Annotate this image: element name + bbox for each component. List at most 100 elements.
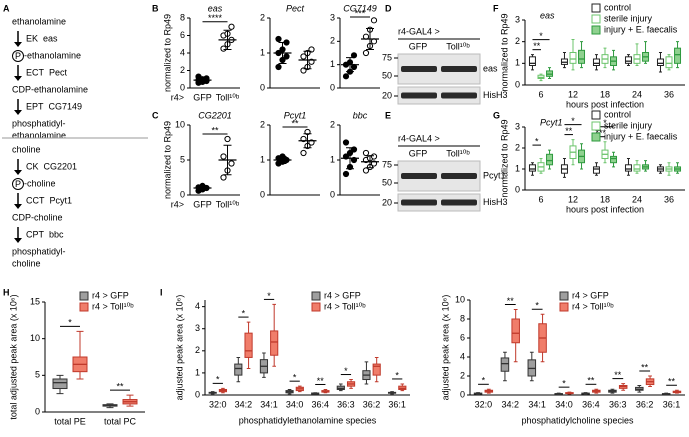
y-tick-label: 2 (260, 119, 265, 129)
significance: * (562, 379, 566, 389)
x-prefix: r4> (171, 199, 184, 209)
whisker (626, 54, 630, 66)
sd-bar (366, 155, 374, 169)
box (528, 56, 536, 66)
mw-marker: 50 (382, 177, 392, 187)
enzyme: ECT (26, 67, 45, 77)
box (528, 164, 536, 172)
box (656, 58, 664, 66)
whisker (530, 54, 534, 71)
whisker (221, 387, 225, 394)
sd-bar (223, 29, 232, 50)
y-tick-label: 0 (260, 82, 265, 92)
significance: * (293, 373, 297, 383)
whisker (621, 383, 626, 391)
subplot-title: Pcyt1 (284, 110, 307, 120)
legend-swatch (559, 291, 569, 301)
chart-title: Pcyt1 (540, 117, 563, 127)
legend-label: injury + E. faecalis (604, 24, 678, 34)
y-tick-label: 2 (260, 12, 265, 22)
y-tick-label: 6 (180, 30, 185, 40)
whisker (548, 149, 552, 170)
whisker (298, 385, 302, 393)
panel-letter: H (3, 287, 10, 297)
subplot-title: Pect (286, 3, 305, 13)
arrow-head (14, 170, 22, 175)
y-tick-label: 1 (330, 59, 335, 69)
y-tick-label: 2 (330, 119, 335, 129)
blot-band (441, 173, 477, 179)
mw-marker: 75 (382, 159, 392, 169)
band-label: HisH3 (483, 90, 508, 100)
significance: ** (211, 125, 219, 135)
gene: Pcyt1 (50, 195, 73, 205)
metabolite: choline (12, 258, 41, 268)
significance: * (395, 370, 399, 380)
box (234, 363, 243, 376)
whisker (667, 54, 671, 71)
subplot-title: CG7149 (343, 3, 377, 13)
x-tick-label: total PE (54, 416, 86, 426)
lane-label: GFP (409, 148, 428, 158)
whisker (626, 158, 630, 176)
legend-label: r4 > Toll¹⁰ᵇ (572, 301, 614, 311)
legend-swatch (591, 3, 601, 13)
x-tick-label: 36:3 (609, 399, 627, 409)
metabolite: -ethanolamine (24, 50, 81, 60)
whisker (644, 41, 648, 64)
blot-header: r4-GAL4 > (398, 26, 440, 36)
metabolite: choline (12, 144, 41, 154)
box (52, 378, 68, 390)
x-tick-label: 18 (600, 194, 610, 204)
x-tick-label: 34:0 (286, 399, 304, 409)
data-point (362, 49, 370, 57)
x-tick-label: 36 (664, 89, 674, 99)
x-tick-label: 24 (632, 89, 642, 99)
significance: * (344, 366, 348, 376)
data-point (275, 35, 282, 43)
box (546, 153, 554, 166)
data-point (362, 149, 370, 157)
y-tick-label: 0 (330, 189, 335, 199)
y-tick-label: 2 (180, 65, 185, 75)
legend-swatch (311, 291, 321, 301)
legend-label: r4 > GFP (324, 290, 361, 300)
whisker (540, 313, 545, 363)
metabolite: ethanolamine (12, 130, 66, 140)
legend-label: injury + E. faecalis (604, 131, 678, 141)
metabolite: ethanolamine (12, 16, 66, 26)
y-tick-label: 1 (515, 163, 520, 173)
y-tick-label: 3 (515, 121, 520, 131)
panel-letter: A (3, 3, 10, 13)
panel-letter: B (152, 3, 159, 13)
blot-band (401, 66, 437, 72)
y-axis-label: normalized to Rp49 (162, 14, 172, 92)
gene: eas (43, 33, 58, 43)
significance: * (571, 116, 575, 126)
arrow-head (14, 110, 22, 115)
gene: bbc (49, 229, 64, 239)
y-tick-label: 1 (330, 154, 335, 164)
x-tick-label: 34:2 (235, 399, 253, 409)
whisker (374, 356, 379, 383)
band-label: eas (483, 63, 498, 73)
subplot-title: bbc (353, 110, 368, 120)
whisker (503, 351, 507, 382)
significance: ** (317, 376, 325, 386)
legend-swatch (311, 302, 321, 312)
legend-label: r4 > Toll¹⁰ᵇ (92, 301, 134, 311)
x-tick-label: Toll¹⁰ᵇ (216, 92, 240, 102)
significance: * (267, 291, 271, 301)
blot-band (441, 199, 477, 206)
x-tick-label: 32:0 (475, 399, 493, 409)
y-tick-label: 5 (180, 154, 185, 164)
y-tick-label: 4 (180, 47, 185, 57)
x-tick-label: 34:1 (260, 399, 278, 409)
phospho-circle (12, 50, 24, 62)
whisker (603, 47, 607, 69)
arrow-head (14, 42, 22, 47)
data-point (195, 73, 202, 80)
significance: ** (507, 296, 515, 306)
enzyme: CK (26, 161, 39, 171)
x-tick-label: 36:1 (663, 399, 681, 409)
